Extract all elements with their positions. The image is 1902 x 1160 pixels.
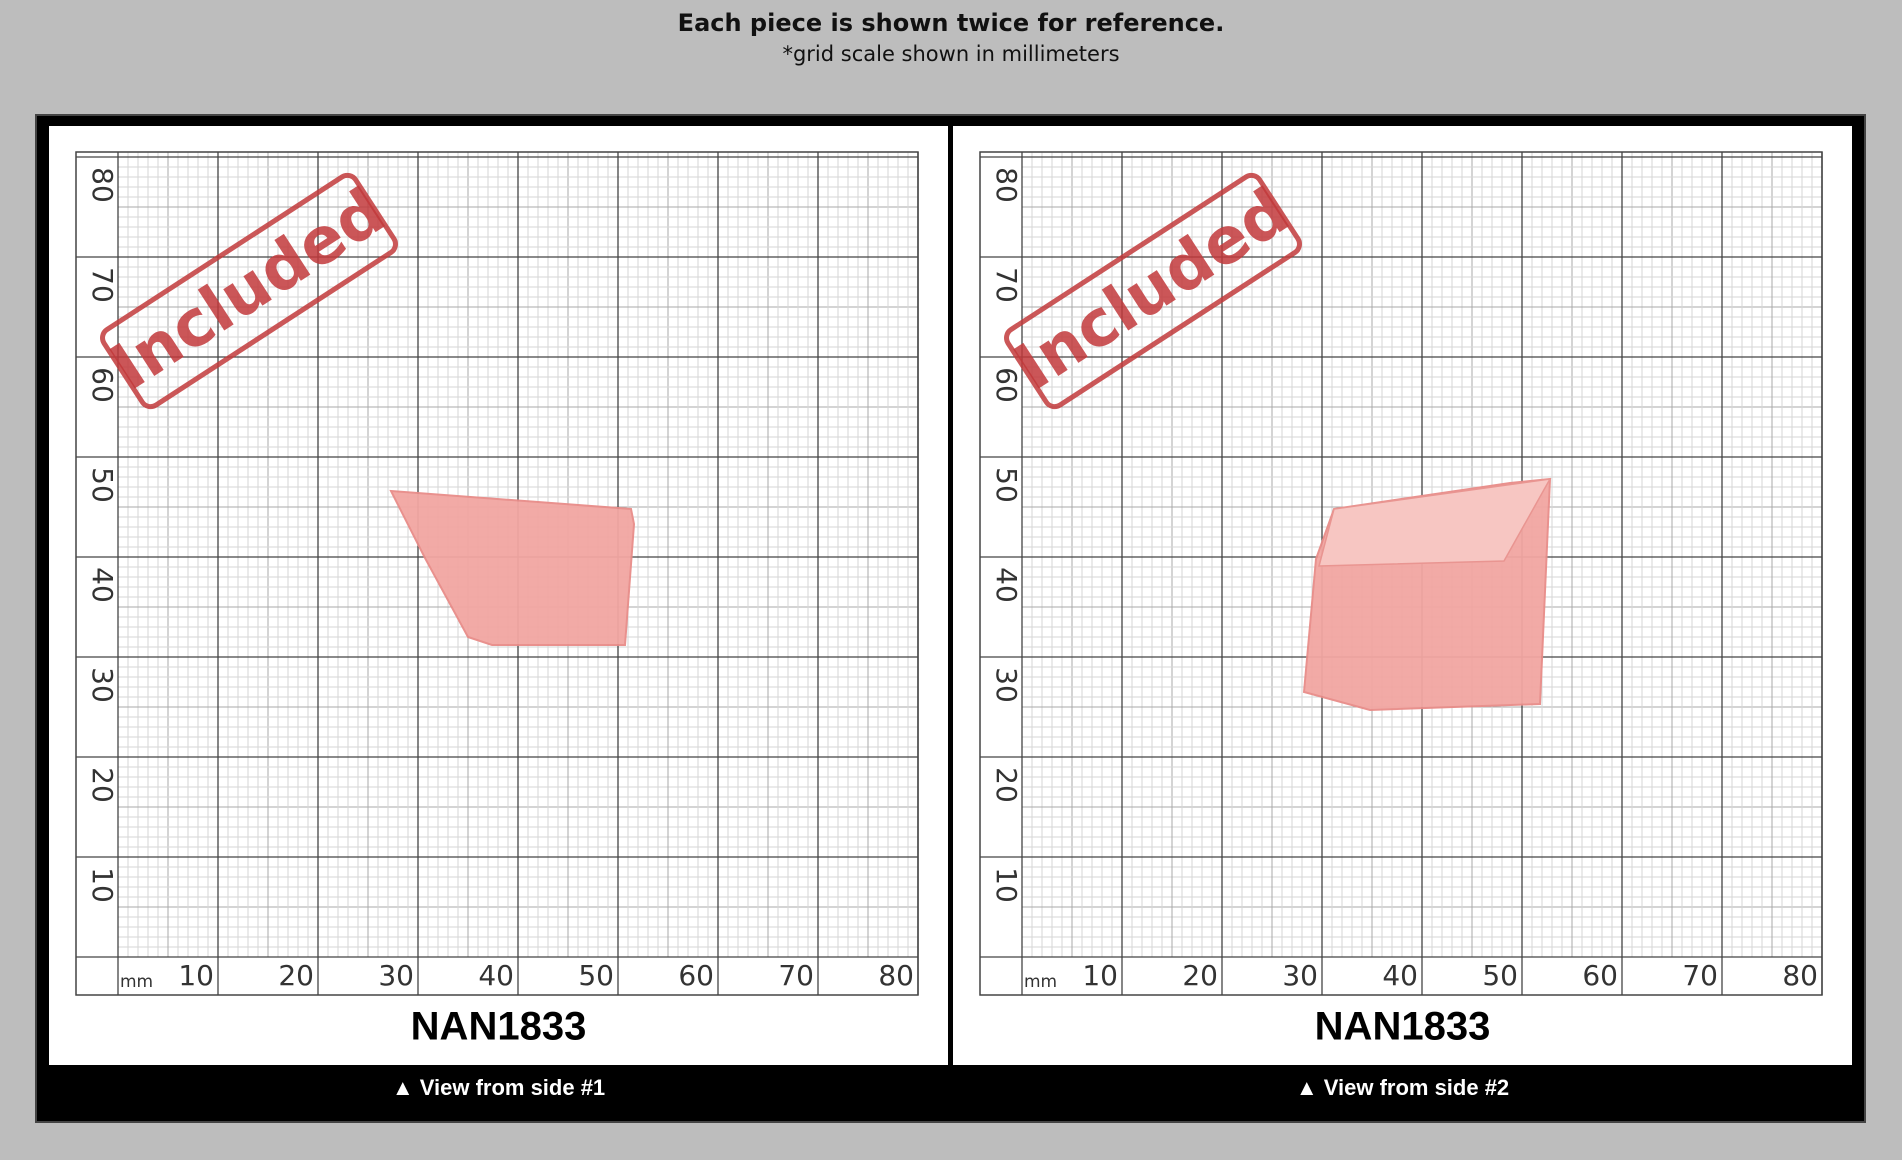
code: NAN1833 xyxy=(411,1005,587,1049)
x-label: 10 xyxy=(1082,959,1118,992)
x-label: 30 xyxy=(378,959,414,992)
y-label: 60 xyxy=(86,367,119,403)
y-label: 20 xyxy=(86,767,119,803)
stamp-border xyxy=(100,172,398,410)
x-label: 40 xyxy=(1382,959,1418,992)
y-label: 70 xyxy=(990,267,1023,303)
y-label: 30 xyxy=(86,667,119,703)
y-label: 40 xyxy=(86,567,119,603)
x-label: 60 xyxy=(678,959,714,992)
caption: ▲ View from side #2 xyxy=(1296,1075,1509,1100)
x-label: 30 xyxy=(1282,959,1318,992)
y-label: 10 xyxy=(86,867,119,903)
y-label: 30 xyxy=(990,667,1023,703)
grid-border xyxy=(75,151,919,996)
y-label: 40 xyxy=(990,567,1023,603)
y-label: 50 xyxy=(990,467,1023,503)
y-label: 60 xyxy=(990,367,1023,403)
unit: mm xyxy=(120,972,153,992)
code: NAN1833 xyxy=(1315,1005,1491,1049)
y-label: 10 xyxy=(990,867,1023,903)
subtitle: *grid scale shown in millimeters xyxy=(782,42,1119,66)
x-label: 80 xyxy=(878,959,914,992)
x-label: 20 xyxy=(1182,959,1218,992)
x-label: 10 xyxy=(178,959,214,992)
caption: ▲ View from side #1 xyxy=(392,1075,605,1100)
grid-border xyxy=(979,151,1823,996)
crystal-face xyxy=(1318,478,1552,567)
unit: mm xyxy=(1024,972,1057,992)
x-label: 20 xyxy=(278,959,314,992)
crystal xyxy=(389,489,636,646)
x-label: 50 xyxy=(1482,959,1518,992)
x-label: 40 xyxy=(478,959,514,992)
y-label: 80 xyxy=(86,167,119,203)
stamp-border xyxy=(1004,172,1302,410)
y-label: 80 xyxy=(990,167,1023,203)
x-label: 50 xyxy=(578,959,614,992)
title: Each piece is shown twice for reference. xyxy=(678,9,1225,37)
y-label: 70 xyxy=(86,267,119,303)
y-label: 50 xyxy=(86,467,119,503)
y-label: 20 xyxy=(990,767,1023,803)
x-label: 70 xyxy=(1682,959,1718,992)
x-label: 80 xyxy=(1782,959,1818,992)
x-label: 70 xyxy=(778,959,814,992)
x-label: 60 xyxy=(1582,959,1618,992)
